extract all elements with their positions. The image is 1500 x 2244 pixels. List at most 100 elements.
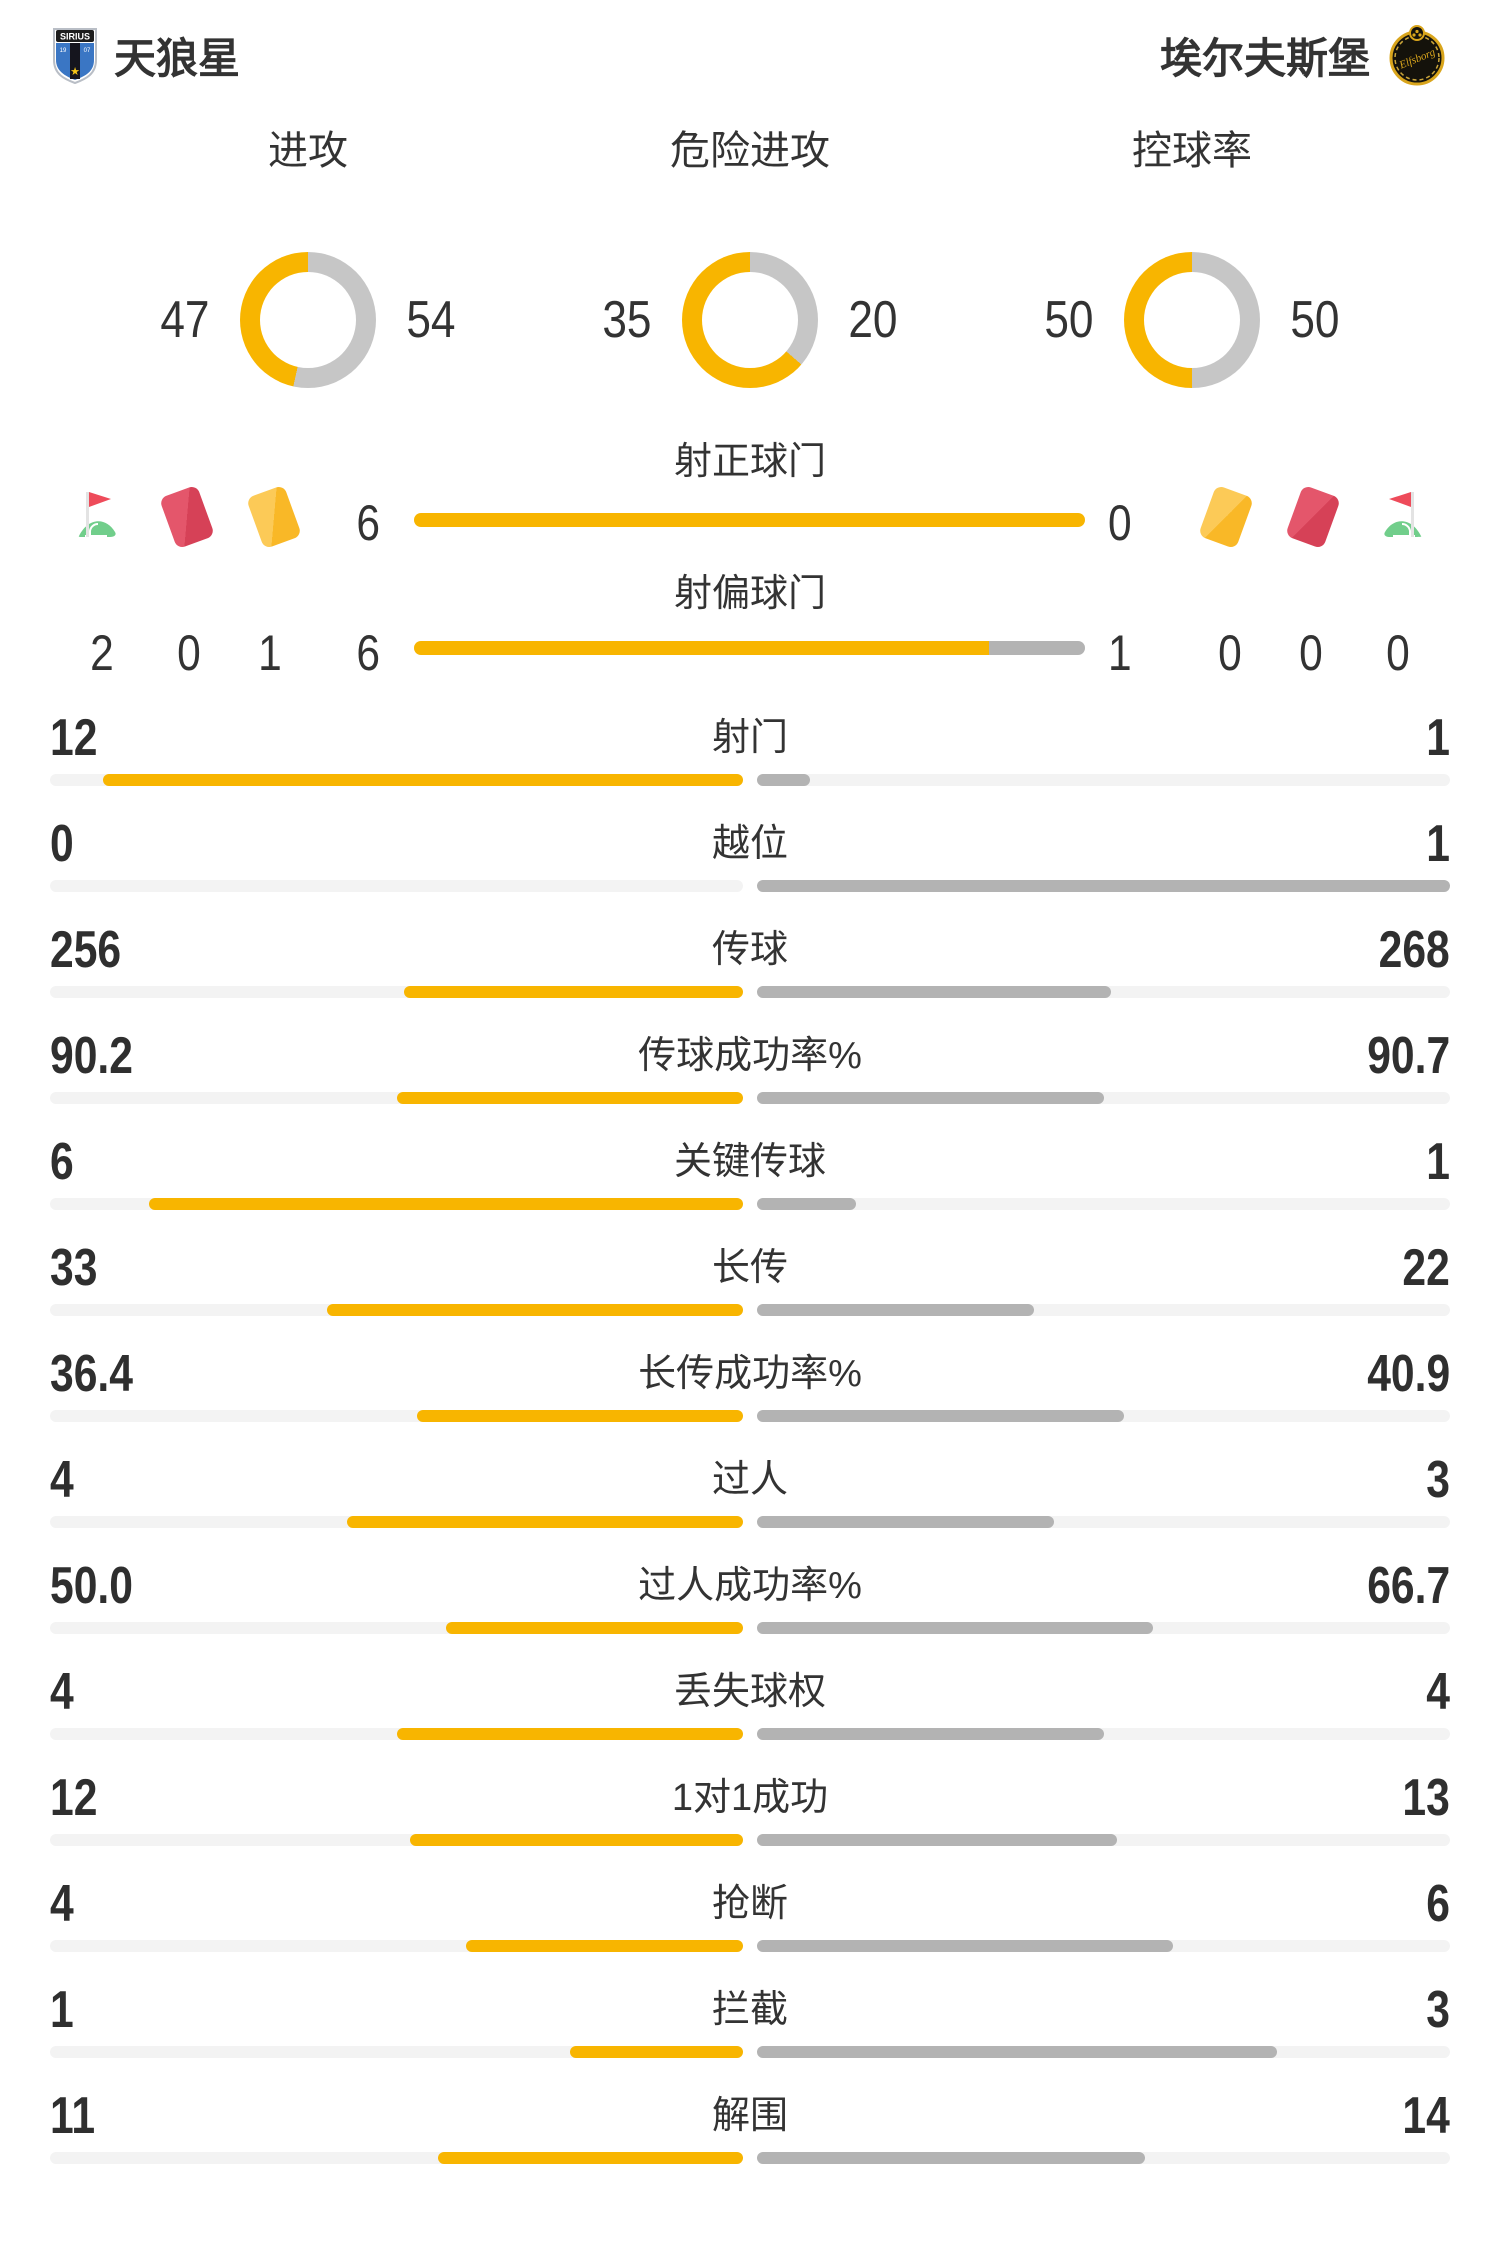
shots-off-target-home-value: 6 [356, 625, 380, 681]
stat-bar-away-fill [757, 1834, 1118, 1846]
shots-off-target-bar [414, 641, 1085, 655]
stat-away-value: 3 [1426, 1451, 1450, 1509]
stat-home-value: 4 [50, 1451, 74, 1509]
stat-bar-home-fill [347, 1516, 743, 1528]
svg-text:19: 19 [60, 48, 67, 54]
home-yellow-cards-count: 1 [258, 625, 282, 681]
stat-bar-home-fill [103, 774, 743, 786]
away-red-cards-count: 0 [1299, 625, 1323, 681]
stat-away-value: 90.7 [1367, 1027, 1450, 1085]
shots-off-target-bar-away-fill [989, 641, 1085, 655]
stat-bar-home-fill [465, 1940, 743, 1952]
stat-bar-away [757, 774, 1450, 786]
stat-away-value: 1 [1426, 815, 1450, 873]
stat-bar-away-fill [757, 1304, 1035, 1316]
stat-home-value: 11 [50, 2087, 96, 2145]
stat-bar-home-fill [404, 986, 743, 998]
stat-bar-away-fill [757, 2152, 1146, 2164]
stat-bar-home [50, 2046, 743, 2058]
stat-bar-away [757, 1198, 1450, 1210]
red-card-icon away-red-card-icon [1284, 484, 1342, 550]
stat-label: 抢断 [711, 1883, 788, 1925]
donut-home-value: 47 [160, 291, 210, 349]
stat-home-value: 6 [50, 1133, 74, 1191]
donut-away-value: 20 [848, 291, 898, 349]
stat-away-value: 22 [1402, 1239, 1450, 1297]
stat-bar-home-fill [149, 1198, 743, 1210]
svg-text:07: 07 [84, 48, 91, 54]
stat-bar-home-fill [438, 2152, 743, 2164]
stat-bar-home [50, 986, 743, 998]
stat-label: 传球成功率% [638, 1035, 862, 1077]
shots-off-target-bar-home-fill [414, 641, 990, 655]
stat-bar-away-fill [757, 1092, 1105, 1104]
team-away[interactable]: 埃尔夫斯堡 Elfsborg [1160, 22, 1448, 88]
shots-off-target-away-value: 1 [1108, 625, 1132, 681]
donut-chart [682, 252, 818, 388]
stat-away-value: 6 [1426, 1875, 1450, 1933]
stat-away-value: 268 [1378, 921, 1450, 979]
corner-flag-icon home-corner-icon [78, 492, 116, 537]
stat-away-value: 4 [1426, 1663, 1450, 1721]
donut-title: 控球率 [1132, 129, 1252, 173]
donut-home-value: 50 [1044, 291, 1094, 349]
stat-away-value: 13 [1402, 1769, 1450, 1827]
donut-away-value: 54 [406, 291, 456, 349]
stat-bar-away-fill [757, 880, 1450, 892]
yellow-card-icon home-yellow-card-icon [245, 484, 303, 550]
home-corners-count: 2 [90, 625, 114, 681]
stat-label: 越位 [711, 823, 788, 865]
stat-bar-away [757, 1728, 1450, 1740]
stat-label: 传球 [711, 929, 788, 971]
donut-row: 35 20 [490, 252, 1010, 388]
stat-bar-away-fill [757, 2046, 1277, 2058]
stat-bar-away-fill [757, 774, 811, 786]
stat-label: 过人成功率% [638, 1565, 862, 1607]
home-red-cards-count: 0 [177, 625, 201, 681]
stat-bar-away-fill [757, 1622, 1154, 1634]
stat-away-value: 1 [1426, 1133, 1450, 1191]
team-home[interactable]: SIRIUS 19 07 ★ 天狼星 [52, 22, 240, 88]
stat-bar-home [50, 1410, 743, 1422]
stat-home-value: 4 [50, 1875, 74, 1933]
stat-bar-away-fill [757, 986, 1112, 998]
stat-bar-home [50, 1622, 743, 1634]
shots-on-target-label: 射正球门 [673, 441, 826, 483]
team-away-logo elfsborg-crest-icon: Elfsborg [1389, 25, 1445, 86]
shots-on-target-bar-home-fill [414, 513, 1085, 527]
stat-home-value: 4 [50, 1663, 74, 1721]
stat-bar-home [50, 774, 743, 786]
donut-row: 50 50 [932, 252, 1452, 388]
stat-label: 丢失球权 [673, 1671, 826, 1713]
stat-home-value: 90.2 [50, 1027, 133, 1085]
stat-away-value: 66.7 [1367, 1557, 1450, 1615]
stat-label: 过人 [711, 1459, 788, 1501]
stat-bar-away-fill [757, 1198, 856, 1210]
stat-home-value: 12 [50, 709, 98, 767]
donut-title: 进攻 [268, 129, 348, 173]
stat-home-value: 33 [50, 1239, 98, 1297]
stat-bar-home-fill [410, 1834, 743, 1846]
stat-bar-home [50, 1092, 743, 1104]
stat-bar-home-fill [397, 1092, 743, 1104]
stat-bar-away [757, 1304, 1450, 1316]
stat-bar-away [757, 2046, 1450, 2058]
stat-label: 拦截 [711, 1989, 788, 2031]
shots-on-target-away-value: 0 [1108, 495, 1132, 551]
stat-away-value: 3 [1426, 1981, 1450, 2039]
donut-group-2: 控球率 50 50 [932, 118, 1452, 408]
away-corners-count: 0 [1386, 625, 1410, 681]
stat-bar-home [50, 880, 743, 892]
stat-home-value: 0 [50, 815, 74, 873]
donut-title: 危险进攻 [670, 129, 830, 173]
stat-away-value: 14 [1402, 2087, 1450, 2145]
stat-label: 1对1成功 [671, 1777, 829, 1819]
stat-home-value: 12 [50, 1769, 98, 1827]
stat-bar-home-fill [569, 2046, 743, 2058]
donut-away-value: 50 [1290, 291, 1340, 349]
stat-away-value: 1 [1426, 709, 1450, 767]
stat-label: 长传成功率% [638, 1353, 862, 1395]
stat-label: 长传 [711, 1247, 788, 1289]
donut-group-1: 危险进攻 35 20 [490, 118, 1010, 408]
stat-home-value: 1 [50, 1981, 74, 2039]
